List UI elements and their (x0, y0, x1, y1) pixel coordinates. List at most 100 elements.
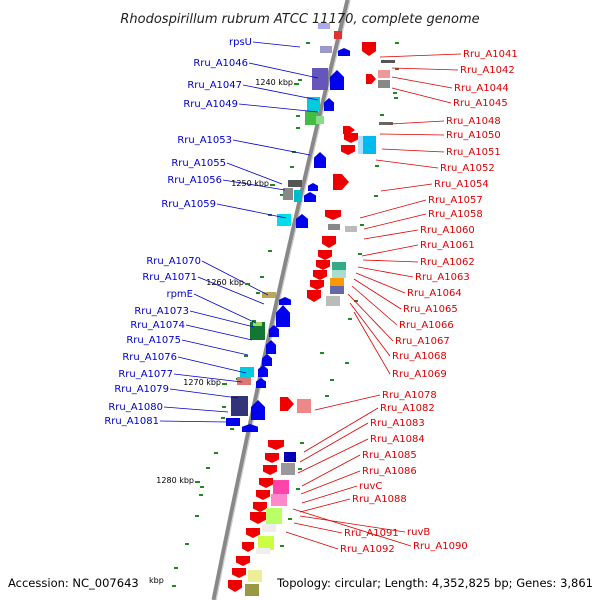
tick-mark (395, 68, 399, 70)
connector-line (238, 103, 319, 113)
connector-line (181, 339, 249, 356)
gene-label: Rru_A1065 (403, 304, 458, 315)
connector-line (193, 293, 257, 324)
connector-line (355, 272, 406, 294)
gene-arrow (333, 174, 349, 190)
gene-label: Rru_A1067 (395, 336, 450, 347)
tick-mark (374, 195, 378, 197)
gene-label: rpmE (166, 289, 193, 300)
tick-mark (206, 467, 210, 469)
gene-arrow (310, 280, 324, 290)
connector-layer (159, 41, 462, 550)
gene-box (248, 570, 262, 582)
tick-mark (395, 42, 399, 44)
gene-label: Rru_A1082 (380, 403, 435, 414)
gene-label: Rru_A1091 (344, 528, 399, 539)
gene-arrow (338, 48, 350, 56)
scale-tick (222, 383, 227, 385)
gene-label: Rru_A1059 (161, 199, 216, 210)
connector-line (159, 420, 227, 423)
tick-mark (195, 515, 199, 517)
gene-label: Rru_A1090 (413, 541, 468, 552)
gene-box (326, 296, 340, 306)
gene-arrow (262, 354, 272, 366)
gene-label: Rru_A1064 (407, 288, 462, 299)
gene-box (305, 111, 318, 125)
gene-label: Rru_A1054 (434, 179, 489, 190)
gene-box (378, 80, 390, 88)
gene-box (250, 322, 265, 340)
tick-mark (230, 428, 234, 430)
gene-box (258, 536, 274, 550)
gene-label: ruvB (407, 527, 430, 538)
tick-mark (348, 318, 352, 320)
gene-box (226, 418, 240, 426)
tick-mark (296, 127, 300, 129)
tick-mark (280, 194, 284, 196)
feature-layer (226, 23, 395, 596)
gene-box (316, 116, 324, 124)
gene-label: Rru_A1047 (187, 80, 242, 91)
gene-arrow (242, 542, 254, 552)
gene-box (240, 367, 254, 377)
connector-line (389, 120, 445, 125)
accession-text: Accession: NC_007643 (8, 576, 139, 590)
connector-line (362, 259, 419, 263)
gene-label: Rru_A1066 (399, 320, 454, 331)
tick-mark (252, 320, 256, 322)
gene-label: Rru_A1084 (370, 434, 425, 445)
gene-box (345, 226, 357, 232)
scale-tick (245, 283, 250, 285)
gene-label: Rru_A1083 (370, 418, 425, 429)
tick-mark (380, 114, 384, 116)
scale-mark: 1240 kbp (255, 78, 293, 87)
connector-line (353, 278, 402, 310)
connector-line (301, 454, 361, 487)
tick-mark (221, 417, 225, 419)
connector-line (163, 406, 229, 413)
gene-label: Rru_A1044 (454, 83, 509, 94)
gene-label: Rru_A1048 (446, 116, 501, 127)
tick-mark (306, 42, 310, 44)
tick-mark (185, 543, 189, 545)
gene-arrow (265, 453, 279, 463)
gene-arrow (228, 580, 242, 592)
gene-box (283, 188, 293, 200)
tick-mark (172, 585, 176, 587)
gene-label: ruvC (359, 481, 382, 492)
tick-mark (394, 97, 398, 99)
gene-box (256, 548, 270, 554)
gene-box (273, 480, 289, 494)
gene-label: Rru_A1052 (440, 163, 495, 174)
tick-mark (280, 545, 284, 547)
gene-label: Rru_A1086 (362, 466, 417, 477)
gene-label: Rru_A1057 (428, 195, 483, 206)
connector-line (201, 260, 269, 296)
connector-line (391, 87, 452, 104)
connector-line (303, 407, 379, 453)
gene-box (288, 180, 302, 187)
gene-label: Rru_A1092 (340, 544, 395, 555)
gene-box (262, 524, 276, 532)
gene-box (237, 377, 251, 385)
tick-mark (345, 362, 349, 364)
connector-line (379, 53, 462, 58)
tick-mark (325, 395, 329, 397)
gene-arrow (343, 126, 355, 134)
connector-line (197, 276, 265, 305)
connector-line (363, 213, 427, 230)
gene-box (332, 262, 346, 270)
tick-mark (375, 165, 379, 167)
connector-line (285, 531, 339, 550)
connector-line (391, 76, 453, 89)
gene-arrow (268, 440, 284, 450)
gene-arrow (324, 98, 334, 111)
gene-box (266, 508, 282, 524)
tick-mark (174, 567, 178, 569)
gene-box (358, 136, 363, 154)
connector-line (293, 522, 343, 534)
gene-label: Rru_A1069 (392, 369, 447, 380)
tick-mark (244, 355, 248, 357)
tick-mark (256, 292, 260, 294)
